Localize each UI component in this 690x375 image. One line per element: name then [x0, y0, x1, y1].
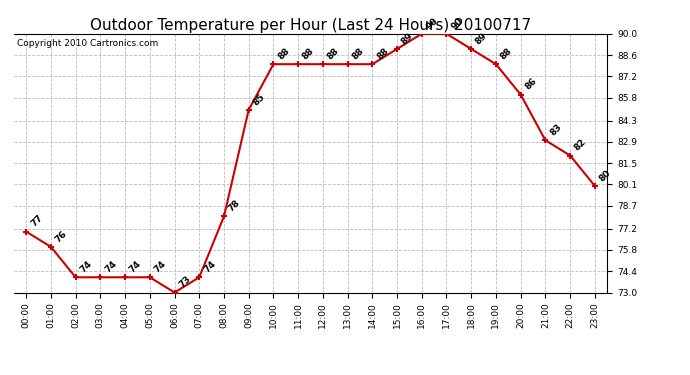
Text: 82: 82 [573, 138, 588, 153]
Text: 74: 74 [202, 259, 217, 274]
Text: 88: 88 [499, 46, 514, 62]
Text: 88: 88 [351, 46, 366, 62]
Text: 74: 74 [79, 259, 94, 274]
Text: 89: 89 [400, 31, 415, 46]
Text: 86: 86 [524, 76, 539, 92]
Text: 90: 90 [449, 16, 464, 31]
Text: 76: 76 [54, 229, 69, 244]
Text: Copyright 2010 Cartronics.com: Copyright 2010 Cartronics.com [17, 39, 158, 48]
Text: 90: 90 [424, 16, 440, 31]
Text: 73: 73 [177, 274, 193, 290]
Text: 88: 88 [276, 46, 291, 62]
Text: 83: 83 [548, 122, 563, 138]
Text: 74: 74 [152, 259, 168, 274]
Text: 77: 77 [29, 213, 44, 229]
Text: 88: 88 [326, 46, 341, 62]
Title: Outdoor Temperature per Hour (Last 24 Hours) 20100717: Outdoor Temperature per Hour (Last 24 Ho… [90, 18, 531, 33]
Text: 74: 74 [103, 259, 119, 274]
Text: 78: 78 [227, 198, 242, 214]
Text: 85: 85 [251, 92, 266, 107]
Text: 80: 80 [598, 168, 613, 183]
Text: 89: 89 [474, 31, 489, 46]
Text: 88: 88 [375, 46, 391, 62]
Text: 88: 88 [301, 46, 316, 62]
Text: 74: 74 [128, 259, 144, 274]
